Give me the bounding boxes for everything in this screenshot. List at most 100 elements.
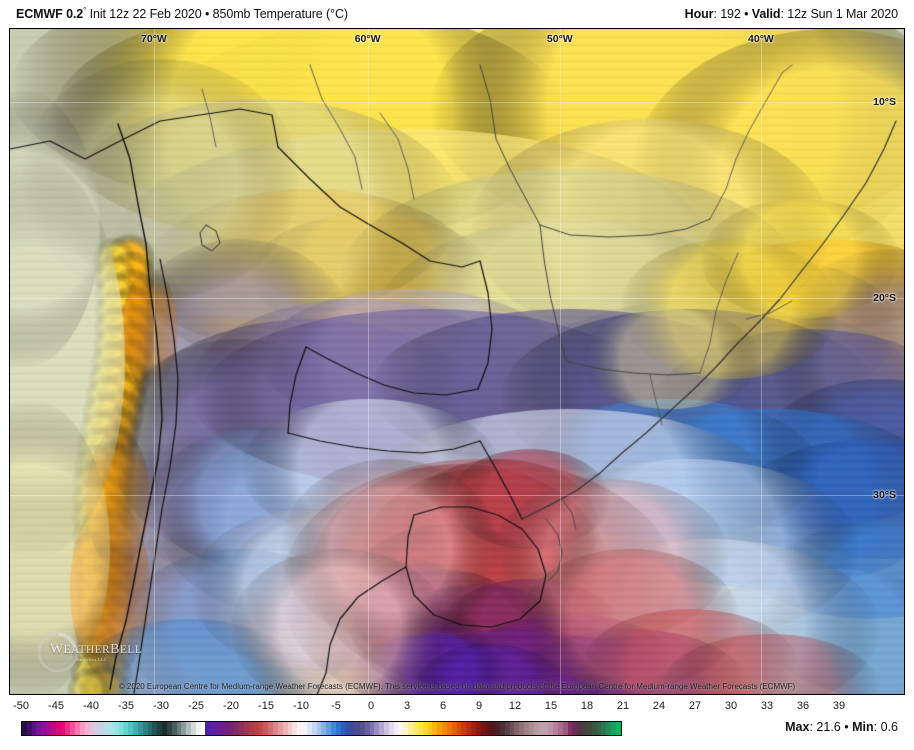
colorbar-tick: -25	[188, 700, 204, 712]
colorbar-swatch	[355, 722, 360, 735]
max-value: 21.6	[816, 720, 841, 734]
colorbar-swatch	[22, 722, 27, 735]
colorbar-swatch	[359, 722, 365, 735]
colorbar-swatch	[248, 722, 254, 735]
colorbar-swatch	[408, 722, 414, 735]
colorbar-swatch	[200, 722, 206, 735]
colorbar-swatch	[437, 722, 443, 735]
colorbar-swatch	[345, 722, 351, 735]
colorbar-swatch	[335, 722, 341, 735]
colorbar-swatch	[311, 722, 317, 735]
colorbar-swatch	[282, 722, 288, 735]
colorbar-tick: -15	[258, 700, 274, 712]
colorbar-swatch	[485, 722, 491, 735]
colorbar-swatch	[104, 722, 109, 735]
colorbar-swatch	[548, 722, 554, 735]
model-name: ECMWF 0.2	[16, 7, 84, 22]
colorbar-swatch	[108, 722, 114, 735]
colorbar-tick: -50	[13, 700, 29, 712]
colorbar-swatch	[393, 722, 399, 735]
colorbar-tick: 24	[652, 700, 666, 712]
colorbar-swatch	[41, 722, 47, 735]
colorbar-tick: -5	[331, 700, 341, 712]
hour-label: Hour	[684, 7, 714, 21]
valid-value: 12z Sun 1 Mar 2020	[787, 7, 898, 21]
colorbar-swatch	[606, 722, 612, 735]
colorbar-tick: 12	[508, 700, 522, 712]
forecast-map[interactable]: 70°W 60°W 50°W 40°W 10°S 20°S 30°S WEATHERBELL…	[9, 28, 905, 695]
colorbar-swatch	[79, 722, 85, 735]
colorbar-swatch	[586, 722, 592, 735]
colorbar-swatch	[55, 722, 61, 735]
header-bar: ECMWF 0.2° Init 12z 22 Feb 2020 • 850mb …	[0, 0, 914, 28]
field-name: 850mb Temperature (°C)	[212, 7, 348, 22]
colorbar-swatch	[442, 722, 447, 735]
colorbar-tick: 36	[796, 700, 810, 712]
colorbar-swatch	[432, 722, 438, 735]
colorbar-swatch	[509, 722, 515, 735]
colorbar-swatch	[427, 722, 433, 735]
colorbar-swatch	[615, 722, 621, 735]
colorbar-swatch	[128, 722, 134, 735]
colorbar-swatch	[451, 722, 457, 735]
colorbar-swatch	[306, 722, 312, 735]
colorbar-swatch	[596, 722, 602, 735]
colorbar-swatch	[471, 722, 476, 735]
colorbar-swatch	[123, 722, 129, 735]
colorbar-swatch	[287, 722, 293, 735]
colorbar-tick: 15	[544, 700, 558, 712]
colorbar-swatch	[142, 722, 148, 735]
colorbar-swatch	[577, 722, 583, 735]
colorbar-swatch	[461, 722, 467, 735]
colorbar-swatch	[422, 722, 428, 735]
colorbar-scale	[21, 721, 622, 736]
colorbar-swatch	[46, 722, 51, 735]
colorbar-swatch	[369, 722, 375, 735]
colorbar-tick: 30	[724, 700, 738, 712]
colorbar-tick: 39	[832, 700, 846, 712]
valid-label: Valid	[751, 7, 781, 21]
colorbar-tick: -35	[118, 700, 134, 712]
colorbar-swatch	[533, 722, 539, 735]
colorbar-swatch	[331, 722, 336, 735]
colorbar-swatch	[50, 722, 56, 735]
colorbar-swatch	[152, 722, 158, 735]
colorbar-tick: 6	[439, 700, 447, 712]
min-value: 0.6	[880, 720, 898, 734]
colorbar-swatch	[601, 722, 607, 735]
colorbar-swatch	[229, 722, 235, 735]
colorbar-swatch	[446, 722, 452, 735]
colorbar-swatch	[75, 722, 80, 735]
colorbar-swatch	[572, 722, 578, 735]
colorbar-tick: -10	[293, 700, 309, 712]
colorbar-swatch	[89, 722, 95, 735]
colorbar-swatch	[118, 722, 124, 735]
header-separator-2: •	[744, 7, 749, 21]
colorbar-swatch	[205, 722, 211, 735]
colorbar-swatch	[263, 722, 269, 735]
colorbar-tick: -20	[223, 700, 239, 712]
colorbar-swatch	[591, 722, 597, 735]
colorbar-swatch	[133, 722, 138, 735]
colorbar-swatch	[147, 722, 153, 735]
colorbar-swatch	[137, 722, 143, 735]
colorbar-swatch	[166, 722, 172, 735]
colorbar-swatch	[538, 722, 544, 735]
colorbar-swatch	[157, 722, 163, 735]
colorbar-swatch	[403, 722, 409, 735]
colorbar-tick: 0	[367, 700, 375, 712]
colorbar-swatch	[94, 722, 100, 735]
colorbar-swatch	[162, 722, 167, 735]
colorbar-tick: -40	[83, 700, 99, 712]
colorbar-swatch	[499, 722, 505, 735]
colorbar-swatch	[490, 722, 496, 735]
colorbar-swatch	[350, 722, 356, 735]
colorbar-tick: 21	[616, 700, 630, 712]
init-time: Init 12z 22 Feb 2020	[89, 7, 202, 22]
colorbar-swatch	[277, 722, 283, 735]
colorbar-swatch	[466, 722, 472, 735]
attribution-text: © 2020 European Centre for Medium-range …	[118, 682, 796, 691]
colorbar-tick: 33	[760, 700, 774, 712]
colorbar-swatch	[456, 722, 462, 735]
